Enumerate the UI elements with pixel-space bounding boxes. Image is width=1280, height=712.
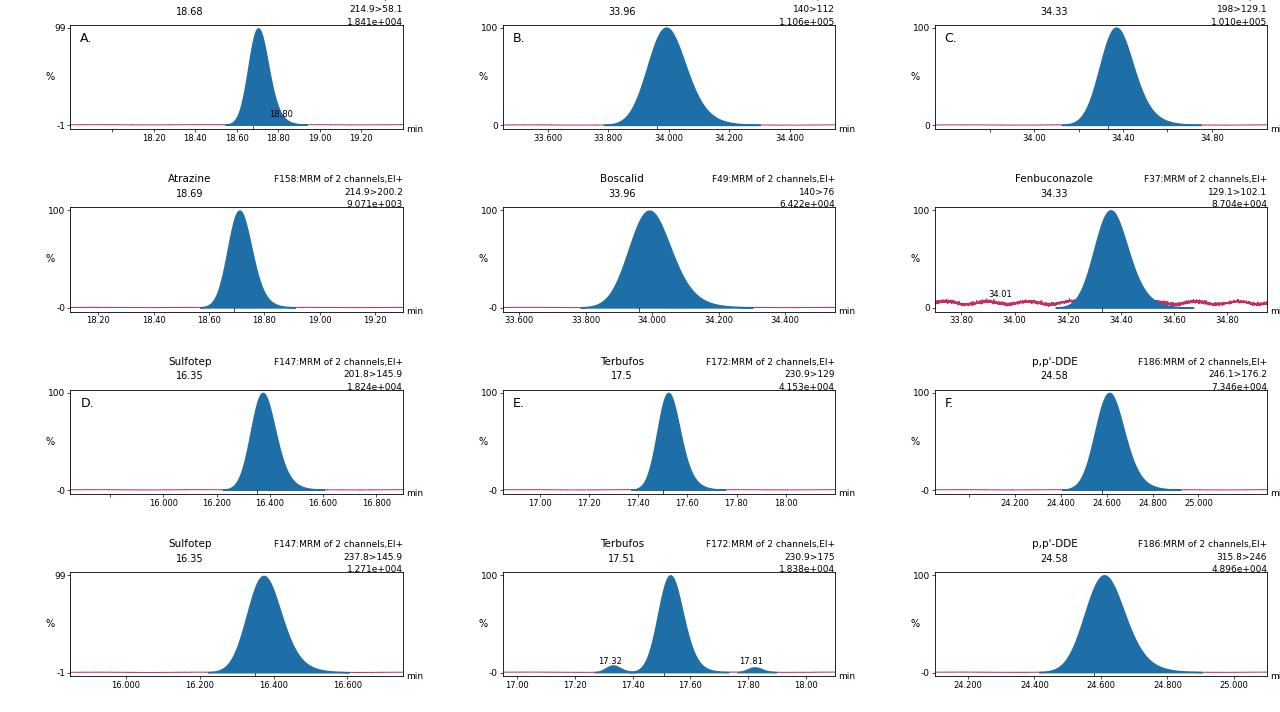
- Text: 34.33: 34.33: [1041, 6, 1069, 16]
- Text: Sulfotep: Sulfotep: [169, 539, 211, 549]
- Y-axis label: %: %: [477, 72, 488, 82]
- Text: 18.80: 18.80: [270, 110, 293, 119]
- Y-axis label: %: %: [46, 619, 55, 629]
- Y-axis label: %: %: [46, 254, 55, 264]
- Text: 16.35: 16.35: [177, 554, 204, 564]
- Y-axis label: %: %: [910, 72, 919, 82]
- Text: p,p'-DDE: p,p'-DDE: [1032, 357, 1078, 367]
- Text: F147:MRM of 2 channels,EI+: F147:MRM of 2 channels,EI+: [274, 358, 403, 367]
- Text: 198>129.1: 198>129.1: [1216, 6, 1267, 14]
- Text: min: min: [838, 672, 855, 681]
- Text: 33.96: 33.96: [608, 6, 636, 16]
- Text: F186:MRM of 2 channels,EI+: F186:MRM of 2 channels,EI+: [1138, 358, 1267, 367]
- Y-axis label: %: %: [477, 619, 488, 629]
- Text: 230.9>175: 230.9>175: [785, 553, 835, 562]
- Text: 315.8>246: 315.8>246: [1217, 553, 1267, 562]
- Text: min: min: [1271, 307, 1280, 316]
- Text: 140>112: 140>112: [794, 6, 835, 14]
- Text: F158:MRM of 2 channels,EI+: F158:MRM of 2 channels,EI+: [274, 175, 403, 184]
- Text: 214.9>58.1: 214.9>58.1: [349, 6, 403, 14]
- Text: Sulfotep: Sulfotep: [169, 357, 211, 367]
- Text: 18.69: 18.69: [177, 189, 204, 199]
- Text: 34.01: 34.01: [988, 290, 1012, 299]
- Text: 34.33: 34.33: [1041, 189, 1069, 199]
- Text: Boscalid: Boscalid: [600, 174, 644, 184]
- Text: 8.704e+004: 8.704e+004: [1211, 200, 1267, 209]
- Text: F186:MRM of 2 channels,EI+: F186:MRM of 2 channels,EI+: [1138, 540, 1267, 549]
- Text: 1.838e+004: 1.838e+004: [780, 565, 835, 575]
- Y-axis label: %: %: [46, 72, 55, 82]
- Y-axis label: %: %: [910, 619, 919, 629]
- Text: 1.010e+005: 1.010e+005: [1211, 18, 1267, 27]
- Text: F158:MRM of 2 channels,EI+: F158:MRM of 2 channels,EI+: [274, 0, 403, 2]
- Y-axis label: %: %: [910, 437, 919, 447]
- Text: 1.106e+005: 1.106e+005: [778, 18, 835, 27]
- Text: Fenbuconazole: Fenbuconazole: [1015, 174, 1093, 184]
- Text: F.: F.: [945, 397, 954, 410]
- Text: min: min: [838, 125, 855, 134]
- Text: 33.96: 33.96: [608, 189, 636, 199]
- Text: F49:MRM of 2 channels,EI+: F49:MRM of 2 channels,EI+: [712, 0, 835, 2]
- Y-axis label: %: %: [910, 254, 919, 264]
- Text: 237.8>145.9: 237.8>145.9: [344, 553, 403, 562]
- Text: min: min: [838, 307, 855, 316]
- Text: Terbufos: Terbufos: [600, 539, 644, 549]
- Text: 17.32: 17.32: [598, 657, 622, 666]
- Text: 16.35: 16.35: [177, 372, 204, 382]
- Text: 24.58: 24.58: [1041, 372, 1069, 382]
- Text: Atrazine: Atrazine: [169, 174, 211, 184]
- Text: 1.271e+004: 1.271e+004: [347, 565, 403, 575]
- Text: F172:MRM of 2 channels,EI+: F172:MRM of 2 channels,EI+: [707, 540, 835, 549]
- Text: 230.9>129: 230.9>129: [785, 370, 835, 379]
- Text: min: min: [1271, 125, 1280, 134]
- Y-axis label: %: %: [477, 254, 488, 264]
- Text: min: min: [406, 307, 424, 316]
- Y-axis label: %: %: [46, 437, 55, 447]
- Text: 18.68: 18.68: [177, 6, 204, 16]
- Text: Boscalid: Boscalid: [600, 0, 644, 2]
- Text: A.: A.: [81, 32, 92, 46]
- Text: min: min: [1271, 489, 1280, 498]
- Text: F37:MRM of 2 channels,EI+: F37:MRM of 2 channels,EI+: [1144, 0, 1267, 2]
- Text: 140>76: 140>76: [799, 188, 835, 197]
- Text: 246.1>176.2: 246.1>176.2: [1208, 370, 1267, 379]
- Text: 17.81: 17.81: [740, 657, 763, 666]
- Text: Fenbuconazole: Fenbuconazole: [1015, 0, 1093, 2]
- Text: C.: C.: [945, 32, 957, 46]
- Y-axis label: %: %: [477, 437, 488, 447]
- Text: 129.1>102.1: 129.1>102.1: [1208, 188, 1267, 197]
- Text: 17.51: 17.51: [608, 554, 636, 564]
- Text: 9.071e+003: 9.071e+003: [347, 200, 403, 209]
- Text: min: min: [838, 489, 855, 498]
- Text: B.: B.: [512, 32, 525, 46]
- Text: min: min: [406, 125, 424, 134]
- Text: 1.824e+004: 1.824e+004: [347, 383, 403, 392]
- Text: min: min: [406, 489, 424, 498]
- Text: p,p'-DDE: p,p'-DDE: [1032, 539, 1078, 549]
- Text: F49:MRM of 2 channels,EI+: F49:MRM of 2 channels,EI+: [712, 175, 835, 184]
- Text: 214.9>200.2: 214.9>200.2: [344, 188, 403, 197]
- Text: 17.5: 17.5: [612, 372, 634, 382]
- Text: min: min: [1271, 672, 1280, 681]
- Text: F37:MRM of 2 channels,EI+: F37:MRM of 2 channels,EI+: [1144, 175, 1267, 184]
- Text: min: min: [406, 672, 424, 681]
- Text: 6.422e+004: 6.422e+004: [780, 200, 835, 209]
- Text: 4.153e+004: 4.153e+004: [780, 383, 835, 392]
- Text: 1.841e+004: 1.841e+004: [347, 18, 403, 27]
- Text: 201.8>145.9: 201.8>145.9: [344, 370, 403, 379]
- Text: D.: D.: [81, 397, 93, 410]
- Text: F172:MRM of 2 channels,EI+: F172:MRM of 2 channels,EI+: [707, 358, 835, 367]
- Text: 4.896e+004: 4.896e+004: [1211, 565, 1267, 575]
- Text: F147:MRM of 2 channels,EI+: F147:MRM of 2 channels,EI+: [274, 540, 403, 549]
- Text: Terbufos: Terbufos: [600, 357, 644, 367]
- Text: 7.346e+004: 7.346e+004: [1211, 383, 1267, 392]
- Text: 24.58: 24.58: [1041, 554, 1069, 564]
- Text: Atrazine: Atrazine: [169, 0, 211, 2]
- Text: E.: E.: [512, 397, 525, 410]
